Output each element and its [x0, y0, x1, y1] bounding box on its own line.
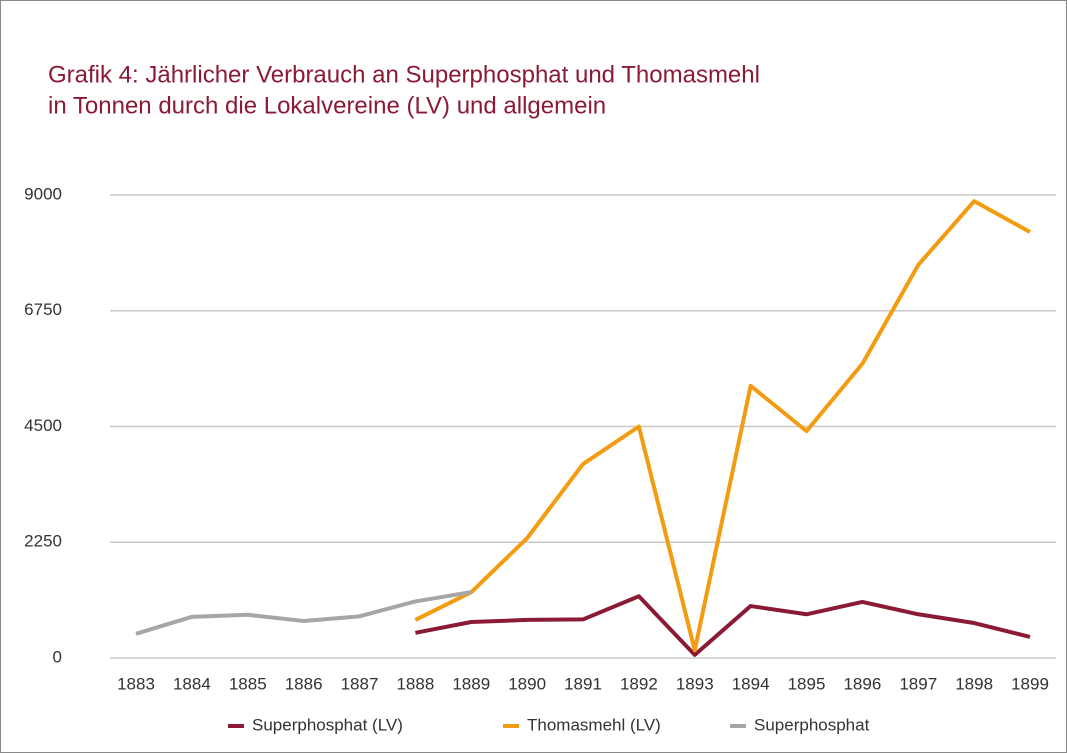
- y-tick-label: 2250: [24, 532, 62, 551]
- x-tick-label: 1885: [229, 674, 267, 693]
- legend-label: Superphosphat (LV): [252, 715, 403, 734]
- y-tick-label: 9000: [24, 184, 62, 203]
- x-tick-label: 1897: [899, 674, 937, 693]
- y-tick-label: 4500: [24, 416, 62, 435]
- legend-label: Thomasmehl (LV): [527, 715, 661, 734]
- x-tick-label: 1883: [117, 674, 155, 693]
- x-tick-label: 1898: [955, 674, 993, 693]
- x-tick-label: 1888: [396, 674, 434, 693]
- x-tick-label: 1884: [173, 674, 211, 693]
- x-tick-label: 1893: [676, 674, 714, 693]
- x-tick-label: 1894: [732, 674, 770, 693]
- line-series: [135, 590, 472, 636]
- x-tick-label: 1890: [508, 674, 546, 693]
- y-tick-label: 6750: [24, 300, 62, 319]
- y-tick-label: 0: [53, 647, 62, 666]
- line-series: [414, 199, 1031, 653]
- x-tick-label: 1899: [1011, 674, 1049, 693]
- chart-title: Grafik 4: Jährlicher Verbrauch an Superp…: [48, 61, 760, 88]
- x-tick-label: 1886: [285, 674, 323, 693]
- x-tick-label: 1889: [452, 674, 490, 693]
- legend-label: Superphosphat: [754, 715, 870, 734]
- x-tick-label: 1896: [843, 674, 881, 693]
- x-tick-label: 1891: [564, 674, 602, 693]
- line-series: [414, 594, 1031, 657]
- x-tick-label: 1895: [788, 674, 826, 693]
- x-tick-label: 1892: [620, 674, 658, 693]
- x-tick-label: 1887: [341, 674, 379, 693]
- chart-title: in Tonnen durch die Lokalvereine (LV) un…: [48, 92, 606, 119]
